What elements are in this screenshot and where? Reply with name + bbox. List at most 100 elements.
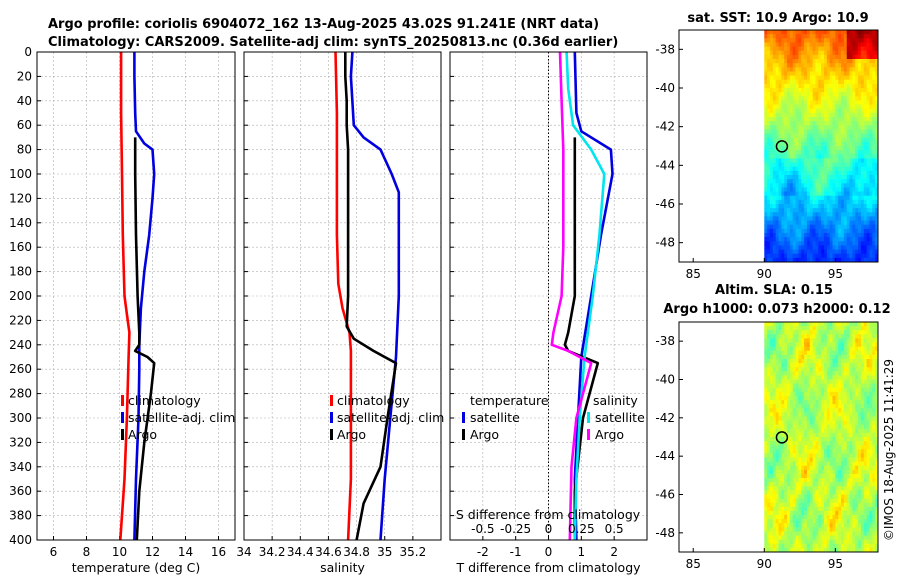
map-cell xyxy=(806,59,811,64)
map-cell xyxy=(789,547,794,553)
map-cell xyxy=(778,469,782,475)
map-cell xyxy=(823,179,828,184)
map-cell xyxy=(860,158,865,163)
map-cell xyxy=(863,424,868,430)
map-cell xyxy=(863,34,868,39)
map-cell xyxy=(872,473,876,479)
map-cell xyxy=(869,498,873,504)
map-cell xyxy=(872,486,876,491)
map-cell xyxy=(798,383,802,389)
map-cell xyxy=(823,50,828,56)
map-cell xyxy=(775,494,779,500)
map-cell xyxy=(772,449,777,454)
map-cell xyxy=(860,195,865,201)
map-cell xyxy=(875,75,879,81)
map-cell xyxy=(875,408,879,413)
map-cell xyxy=(849,326,853,331)
map-cell xyxy=(875,457,879,463)
map-cell xyxy=(846,249,850,255)
map-cell xyxy=(846,195,850,201)
map-cell xyxy=(866,391,870,397)
map-cell xyxy=(778,154,782,159)
map-cell xyxy=(804,220,808,226)
map-cell xyxy=(849,183,853,188)
difference-panel: -2 -1 0 1 2T difference from climatologytemp… xyxy=(449,51,648,575)
map-cell xyxy=(823,543,828,549)
map-cell xyxy=(872,449,876,454)
map-cell xyxy=(778,191,782,197)
map-cell xyxy=(838,46,842,52)
map-cell xyxy=(772,375,777,380)
map-cell xyxy=(818,354,822,360)
map-cell xyxy=(852,535,856,541)
map-cell xyxy=(772,34,777,39)
map-cell xyxy=(772,515,777,520)
map-cell xyxy=(781,195,785,201)
map-cell xyxy=(875,220,879,226)
map-cell xyxy=(852,346,856,352)
map-cell xyxy=(818,108,822,114)
map-cell xyxy=(823,96,828,101)
map-cell xyxy=(815,125,819,130)
map-cell xyxy=(838,346,842,352)
map-cell xyxy=(826,59,831,64)
map-cell xyxy=(855,387,859,393)
map-cell xyxy=(775,233,779,238)
map-cell xyxy=(801,175,805,180)
map-cell xyxy=(835,404,839,409)
map-cell xyxy=(875,424,879,430)
map-cell xyxy=(821,175,825,180)
map-cell xyxy=(769,539,774,545)
map-cell xyxy=(829,199,833,205)
map-cell xyxy=(775,79,779,85)
map-cell xyxy=(792,83,796,89)
map-cell xyxy=(806,469,811,475)
map-cell xyxy=(869,129,873,134)
map-cell xyxy=(769,416,774,421)
map-cell xyxy=(852,158,856,163)
map-cell xyxy=(809,108,814,114)
map-cell xyxy=(775,527,779,532)
map-cell xyxy=(787,506,791,512)
map-cell xyxy=(804,34,808,39)
map-cell xyxy=(801,79,805,85)
map-cell xyxy=(855,137,859,143)
map-cell xyxy=(781,92,785,97)
map-cell xyxy=(784,531,788,536)
map-cell xyxy=(838,253,842,259)
map-cell xyxy=(804,404,808,409)
map-cell xyxy=(775,137,779,143)
map-cell xyxy=(798,129,802,134)
map-cell xyxy=(769,387,774,393)
map-cell xyxy=(838,137,842,143)
map-cell xyxy=(860,137,865,143)
map-cell xyxy=(769,150,774,155)
map-cell xyxy=(846,350,850,356)
map-cell xyxy=(772,473,777,479)
map-cell xyxy=(769,34,774,39)
map-cell xyxy=(843,146,848,151)
map-cell xyxy=(795,523,799,528)
map-cell xyxy=(846,158,850,163)
map-cell xyxy=(804,473,808,479)
map-cell xyxy=(795,191,799,197)
map-cell xyxy=(838,502,842,508)
map-cell xyxy=(772,437,777,442)
map-cell xyxy=(812,208,816,213)
map-cell xyxy=(835,125,839,130)
map-cell xyxy=(812,257,816,263)
map-cell xyxy=(804,63,808,68)
map-cell xyxy=(860,371,865,376)
map-cell xyxy=(860,416,865,421)
series-line-argo xyxy=(133,137,156,541)
map-cell xyxy=(821,416,825,421)
map-cell xyxy=(860,88,865,93)
map-cell xyxy=(809,350,814,356)
map-cell xyxy=(835,133,839,139)
map-cell xyxy=(829,449,833,454)
map-cell xyxy=(769,133,774,139)
map-cell xyxy=(866,104,870,110)
map-cell xyxy=(826,96,831,101)
map-cell xyxy=(829,494,833,500)
map-cell xyxy=(855,88,859,93)
